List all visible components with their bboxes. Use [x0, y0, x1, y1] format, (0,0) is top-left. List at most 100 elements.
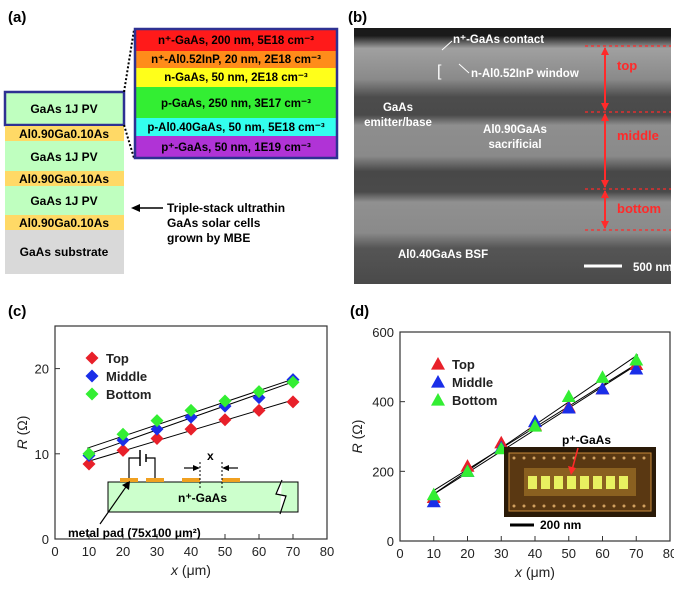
sem-label-bsf: Al0.40GaAs BSF: [398, 249, 488, 261]
chart-d-legend-marker-bottom: [431, 393, 445, 406]
chart-d-point-bottom: [595, 370, 610, 383]
chart-c-xlabel: x (μm): [170, 562, 211, 578]
chart-c-point-bottom: [150, 414, 164, 428]
layer-p-gaas-contact: [135, 136, 337, 158]
layer-detail-frame: [133, 27, 339, 160]
inset-break-mark: [275, 479, 287, 515]
chart-c-xlabel-var: x: [170, 562, 179, 578]
chart-d-point-middle: [561, 400, 576, 414]
chart-d-xtick-label: 60: [595, 546, 609, 561]
inset-gap-arrowhead-2: [222, 465, 229, 471]
chart-d-xlabel-var: x: [514, 564, 523, 580]
chart-d-xtick-label: 0: [396, 546, 403, 561]
stack-layer-middle-pv: [5, 141, 124, 171]
chart-d-xlabel: x (μm): [514, 564, 555, 580]
inset-scale-label: 200 nm: [540, 518, 581, 532]
chart-c-legend-marker-top: [85, 351, 99, 365]
inset-pad-3: [182, 478, 200, 482]
region-bottom-label: bottom: [617, 201, 661, 216]
chart-c-ylabel-unit: (Ω): [14, 416, 30, 440]
stack-layer-algaas-2: [5, 171, 124, 186]
chart-d-xtick-label: 50: [562, 546, 576, 561]
chart-c-xtick-label: 60: [252, 544, 266, 559]
tlm-inset: n⁺-GaAs x metal pad (75x100 μm²): [68, 449, 299, 540]
chart-c-xtick-label: 30: [150, 544, 164, 559]
panel-label-a: (a): [8, 9, 26, 26]
region-arrowheads: [601, 47, 609, 229]
chart-d-legend-label-top: Top: [452, 357, 475, 372]
chart-d-ytick-label: 600: [372, 325, 394, 340]
chart-d-ylabel-unit: (Ω): [349, 420, 365, 444]
chart-d-ytick-label: 400: [372, 395, 394, 410]
inset-photo-dots: [512, 456, 646, 508]
inset-gap-arrowhead-1: [193, 465, 200, 471]
chart-c-point-bottom: [218, 394, 232, 408]
chart-c-legend-label-middle: Middle: [106, 369, 147, 384]
layer-n-gaas: [135, 29, 337, 51]
note-line-3: grown by MBE: [167, 231, 250, 245]
sem-label-sacrificial: sacrificial: [488, 139, 541, 151]
chart-c-ylabel-var: R: [14, 439, 30, 449]
chart-c: 0 10 20 30 40 50 60 70 80 0 10 20 x (μm) R (Ω) Top Midd…: [14, 325, 334, 578]
panel-b: (b) top middle bottom n⁺-GaAs contact n-…: [348, 9, 673, 284]
chart-d-xtick-label: 10: [427, 546, 441, 561]
inset-probe-left: [128, 457, 140, 478]
chart-c-legend-marker-middle: [85, 369, 99, 383]
chart-d-point-middle: [595, 381, 610, 395]
sem-label-window: n-Al0.52InP window: [471, 68, 579, 80]
chart-d-ylabel-var: R: [349, 443, 365, 453]
chart-c-xtick-label: 20: [116, 544, 130, 559]
zoom-connector-bottom: [123, 124, 135, 159]
inset-pgaas-pointer-head: [568, 466, 576, 475]
layer-text-3: n-GaAs, 50 nm, 2E18 cm⁻³: [164, 72, 308, 84]
stack-label-1: GaAs 1J PV: [30, 102, 97, 116]
chart-d-ytick-label: 0: [387, 534, 394, 549]
region-boundaries: [585, 45, 671, 231]
chart-d-point-middle: [426, 494, 441, 508]
chart-c-xtick-label: 80: [320, 544, 334, 559]
layer-detail: n⁺-GaAs, 200 nm, 5E18 cm⁻³ n⁺-Al0.52InP,…: [133, 27, 339, 160]
chart-c-point-middle: [150, 422, 164, 436]
layer-n-gaas-emitter: [135, 68, 337, 87]
stack-layer-bottom-pv: [5, 186, 124, 215]
inset-gaas-layer: [107, 481, 299, 513]
layer-alinp: [135, 51, 337, 68]
stack-label-7: GaAs substrate: [20, 245, 109, 259]
note-line-1: Triple-stack ultrathin: [167, 201, 285, 215]
chart-c-ytick-label: 10: [35, 447, 49, 462]
chart-d-xtick-label: 70: [629, 546, 643, 561]
stack-layer-algaas-3: [5, 215, 124, 230]
note-line-2: GaAs solar cells: [167, 216, 261, 230]
region-top-label: top: [617, 58, 637, 73]
chart-d-point-bottom: [426, 487, 441, 501]
panel-c: (c) 0 10 20 30 40 50 60 70 80 0 10 20 x (μm) R (Ω) Top…: [8, 303, 334, 578]
inset-probe-right: [146, 457, 156, 478]
layer-text-4: p-GaAs, 250 nm, 3E17 cm⁻³: [161, 98, 311, 110]
stack-layer-substrate: [5, 230, 124, 274]
chart-d-xtick-label: 30: [494, 546, 508, 561]
chart-d-xtick-label: 20: [460, 546, 474, 561]
optical-inset: p⁺-GaAs 200 nm: [504, 433, 656, 532]
chart-d-ytick-label: 200: [372, 464, 394, 479]
sem-scale-label: 500 nm: [633, 262, 673, 274]
sem-image: [354, 28, 671, 284]
chart-c-point-top: [184, 422, 198, 436]
inset-contact-pads: [528, 476, 628, 489]
sem-label-algaas: Al0.90GaAs: [483, 124, 547, 136]
stack-label-6: Al0.90Ga0.10As: [19, 216, 109, 230]
panel-label-b: (b): [348, 9, 367, 26]
sem-pointer-window: [458, 63, 470, 74]
stack-label-4: Al0.90Ga0.10As: [19, 172, 109, 186]
layer-algaas-bsf: [135, 118, 337, 136]
panel-label-c: (c): [8, 303, 26, 320]
chart-d-point-bottom: [460, 464, 475, 477]
stack-label-5: GaAs 1J PV: [30, 194, 97, 208]
stack-layer-algaas-1: [5, 126, 124, 141]
chart-c-legend-label-bottom: Bottom: [106, 387, 152, 402]
chart-c-xtick-label: 50: [218, 544, 232, 559]
chart-d-xtick-label: 80: [663, 546, 674, 561]
chart-c-point-middle: [184, 410, 198, 424]
stack-label-3: GaAs 1J PV: [30, 150, 97, 164]
region-middle-label: middle: [617, 128, 659, 143]
chart-d-legend-label-bottom: Bottom: [452, 393, 498, 408]
